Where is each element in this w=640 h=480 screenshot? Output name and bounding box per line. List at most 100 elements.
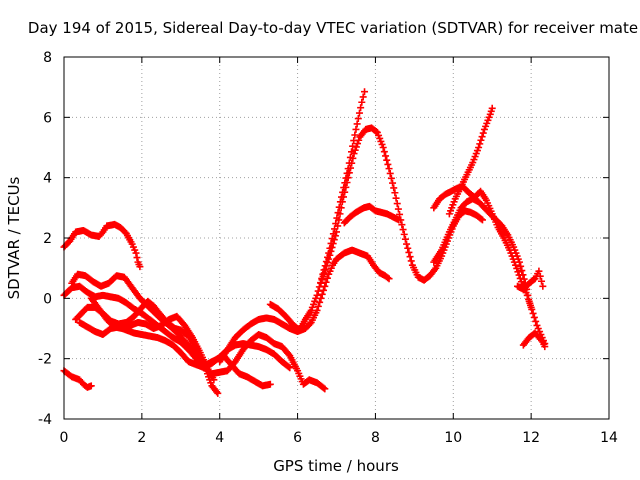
series-arc-16: [519, 329, 549, 351]
series-arc-11: [340, 202, 403, 227]
data-point: [348, 159, 356, 167]
data-point: [512, 261, 520, 269]
data-point: [354, 115, 362, 123]
data-point: [385, 275, 393, 283]
data-point: [330, 236, 338, 244]
y-tick-label: 4: [43, 171, 52, 187]
data-point: [340, 193, 348, 201]
data-point: [331, 232, 339, 240]
x-tick-label: 14: [600, 430, 618, 446]
data-point: [335, 216, 343, 224]
data-point: [313, 306, 321, 314]
data-point: [321, 265, 329, 273]
data-point: [479, 129, 487, 137]
data-point: [132, 249, 140, 257]
data-point: [352, 143, 360, 151]
data-point: [529, 309, 537, 317]
data-point: [399, 226, 407, 234]
data-point: [313, 291, 321, 299]
data-point: [328, 243, 336, 251]
data-point: [475, 144, 483, 151]
data-point: [344, 174, 352, 182]
data-point: [324, 259, 332, 267]
y-tick-label: 0: [43, 291, 52, 307]
data-point: [333, 228, 340, 236]
data-point: [538, 337, 546, 345]
data-point: [403, 240, 411, 248]
data-point: [514, 268, 522, 276]
y-axis-ticks: -4 -2 0 2 4 6 8: [38, 50, 609, 428]
y-tick-label: 2: [43, 231, 52, 247]
data-point: [392, 194, 400, 202]
x-tick-label: 8: [371, 430, 380, 446]
data-point: [329, 240, 337, 248]
x-tick-label: 4: [215, 430, 224, 446]
data-points: [60, 88, 549, 397]
x-tick-label: 12: [522, 430, 540, 446]
data-point: [342, 183, 350, 191]
data-point: [319, 272, 327, 280]
data-point: [354, 140, 362, 148]
data-point: [352, 125, 360, 133]
data-point: [359, 93, 367, 101]
data-point: [478, 216, 486, 224]
data-point: [361, 88, 369, 96]
data-point: [389, 179, 397, 187]
data-point: [382, 152, 390, 160]
data-point: [527, 303, 535, 311]
data-point: [383, 156, 391, 164]
data-point: [407, 257, 415, 265]
data-point: [536, 272, 544, 280]
x-tick-label: 10: [444, 430, 462, 446]
data-point: [535, 267, 543, 275]
data-point: [478, 133, 486, 141]
data-point: [358, 98, 366, 106]
y-axis-title: SDTVAR / TECUs: [5, 176, 23, 299]
data-point: [526, 299, 534, 307]
data-point: [525, 295, 533, 303]
data-point: [133, 254, 141, 262]
data-point: [387, 174, 395, 182]
data-point: [266, 380, 274, 388]
data-point: [325, 255, 333, 263]
series-arc-8: [216, 246, 393, 366]
data-point: [476, 140, 484, 148]
data-point: [350, 150, 358, 158]
x-tick-label: 0: [60, 430, 69, 446]
data-point: [523, 291, 531, 299]
series-arc-15: [514, 267, 547, 293]
data-point: [530, 313, 538, 321]
data-point: [477, 136, 485, 144]
data-point: [391, 189, 399, 197]
data-point: [384, 274, 392, 282]
data-point: [355, 136, 363, 144]
data-point: [320, 269, 328, 277]
grid-lines: [64, 57, 609, 419]
data-point: [400, 230, 408, 238]
data-point: [532, 317, 540, 325]
data-point: [285, 363, 293, 371]
data-point: [136, 263, 144, 271]
data-point: [398, 221, 406, 229]
data-point: [488, 104, 496, 112]
y-tick-label: 6: [43, 110, 52, 126]
data-point: [405, 248, 413, 256]
y-tick-label: -2: [38, 352, 52, 368]
data-point: [517, 262, 525, 270]
data-point: [516, 274, 524, 282]
data-point: [338, 198, 346, 206]
data-point: [355, 109, 363, 117]
data-point: [286, 364, 294, 372]
data-point: [406, 253, 414, 261]
data-point: [431, 266, 439, 274]
data-point: [320, 286, 328, 294]
data-point: [357, 104, 365, 112]
data-point: [353, 120, 361, 128]
data-point: [347, 164, 355, 172]
data-point: [351, 131, 359, 139]
data-point: [213, 388, 221, 396]
data-point: [379, 144, 387, 151]
data-point: [515, 271, 523, 279]
data-point: [513, 264, 521, 272]
